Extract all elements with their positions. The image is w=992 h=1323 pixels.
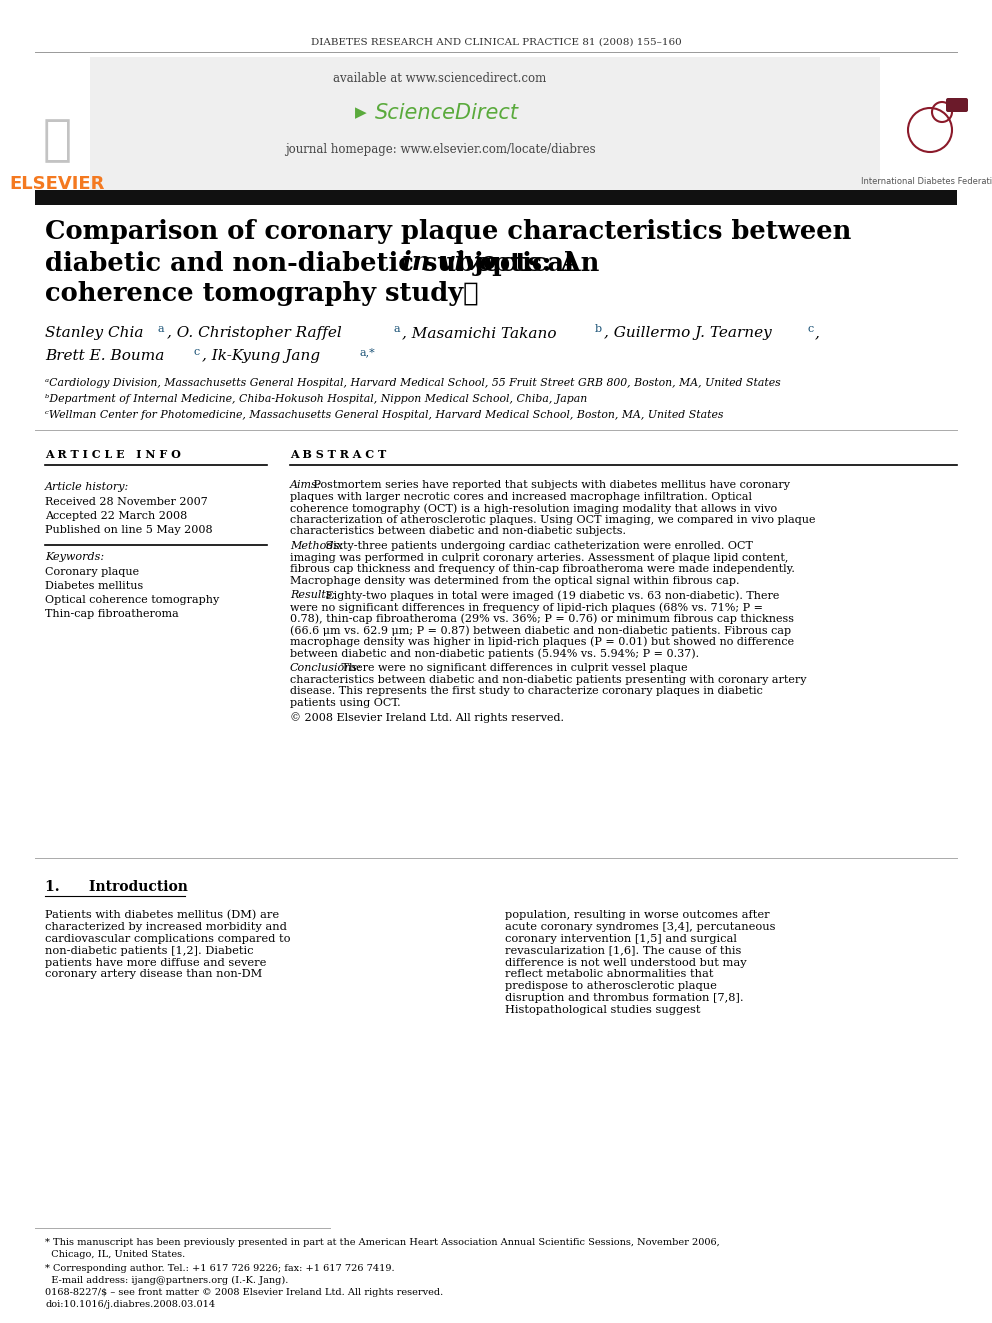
Text: Stanley Chia: Stanley Chia: [45, 325, 144, 340]
Text: coherence tomography study★: coherence tomography study★: [45, 282, 478, 307]
Text: c: c: [807, 324, 813, 333]
Text: Brett E. Bouma: Brett E. Bouma: [45, 349, 165, 363]
Text: non-diabetic patients [1,2]. Diabetic: non-diabetic patients [1,2]. Diabetic: [45, 946, 254, 955]
Text: ᵇDepartment of Internal Medicine, Chiba-Hokusoh Hospital, Nippon Medical School,: ᵇDepartment of Internal Medicine, Chiba-…: [45, 394, 587, 404]
Text: Comparison of coronary plaque characteristics between: Comparison of coronary plaque characteri…: [45, 220, 851, 245]
Text: c: c: [193, 347, 199, 357]
Text: patients using OCT.: patients using OCT.: [290, 697, 401, 708]
Text: Chicago, IL, United States.: Chicago, IL, United States.: [45, 1250, 186, 1259]
Text: in vivo: in vivo: [402, 250, 497, 275]
Text: (66.6 μm vs. 62.9 μm; P = 0.87) between diabetic and non-diabetic patients. Fibr: (66.6 μm vs. 62.9 μm; P = 0.87) between …: [290, 626, 792, 636]
Text: journal homepage: www.elsevier.com/locate/diabres: journal homepage: www.elsevier.com/locat…: [285, 143, 595, 156]
Text: characterization of atherosclerotic plaques. Using OCT imaging, we compared in v: characterization of atherosclerotic plaq…: [290, 515, 815, 525]
Text: a: a: [158, 324, 165, 333]
Text: characteristics between diabetic and non-diabetic patients presenting with coron: characteristics between diabetic and non…: [290, 675, 806, 684]
Text: cardiovascular complications compared to: cardiovascular complications compared to: [45, 934, 291, 943]
Text: Postmortem series have reported that subjects with diabetes mellitus have corona: Postmortem series have reported that sub…: [310, 480, 790, 490]
Text: characteristics between diabetic and non-diabetic subjects.: characteristics between diabetic and non…: [290, 527, 626, 536]
Text: Patients with diabetes mellitus (DM) are: Patients with diabetes mellitus (DM) are: [45, 910, 279, 921]
Text: Article history:: Article history:: [45, 482, 129, 492]
Text: Published on line 5 May 2008: Published on line 5 May 2008: [45, 525, 212, 534]
Text: ▶: ▶: [355, 106, 367, 120]
Text: , O. Christopher Raffel: , O. Christopher Raffel: [167, 325, 342, 340]
FancyBboxPatch shape: [35, 191, 957, 205]
Text: ScienceDirect: ScienceDirect: [375, 103, 519, 123]
Text: Thin-cap fibroatheroma: Thin-cap fibroatheroma: [45, 609, 179, 619]
Text: disease. This represents the first study to characterize coronary plaques in dia: disease. This represents the first study…: [290, 687, 763, 696]
Text: coronary intervention [1,5] and surgical: coronary intervention [1,5] and surgical: [505, 934, 737, 943]
FancyBboxPatch shape: [90, 57, 880, 194]
Text: optical: optical: [466, 250, 574, 275]
Text: imaging was performed in culprit coronary arteries. Assessment of plaque lipid c: imaging was performed in culprit coronar…: [290, 553, 789, 562]
Text: Keywords:: Keywords:: [45, 552, 104, 562]
Text: A R T I C L E   I N F O: A R T I C L E I N F O: [45, 450, 181, 460]
Text: Methods:: Methods:: [290, 541, 343, 550]
Text: predispose to atherosclerotic plaque: predispose to atherosclerotic plaque: [505, 982, 717, 991]
Text: difference is not well understood but may: difference is not well understood but ma…: [505, 958, 747, 967]
Text: , Guillermo J. Tearney: , Guillermo J. Tearney: [604, 325, 772, 340]
Text: coronary artery disease than non-DM: coronary artery disease than non-DM: [45, 970, 262, 979]
Text: 𝕷: 𝕷: [43, 116, 71, 164]
Text: ᶜWellman Center for Photomedicine, Massachusetts General Hospital, Harvard Medic: ᶜWellman Center for Photomedicine, Massa…: [45, 410, 723, 419]
Text: a,*: a,*: [360, 347, 376, 357]
Text: Results:: Results:: [290, 590, 335, 601]
Text: 0.78), thin-cap fibroatheroma (29% vs. 36%; P = 0.76) or minimum fibrous cap thi: 0.78), thin-cap fibroatheroma (29% vs. 3…: [290, 614, 794, 624]
Text: Sixty-three patients undergoing cardiac catheterization were enrolled. OCT: Sixty-three patients undergoing cardiac …: [322, 541, 753, 550]
Text: between diabetic and non-diabetic patients (5.94% vs. 5.94%; P = 0.37).: between diabetic and non-diabetic patien…: [290, 648, 699, 659]
Text: available at www.sciencedirect.com: available at www.sciencedirect.com: [333, 71, 547, 85]
Text: © 2008 Elsevier Ireland Ltd. All rights reserved.: © 2008 Elsevier Ireland Ltd. All rights …: [290, 712, 564, 724]
Text: b: b: [595, 324, 602, 333]
Text: ,: ,: [815, 325, 819, 340]
Text: Aims:: Aims:: [290, 480, 321, 490]
Text: Coronary plaque: Coronary plaque: [45, 568, 139, 577]
Text: , Masamichi Takano: , Masamichi Takano: [402, 325, 557, 340]
Text: 1.      Introduction: 1. Introduction: [45, 880, 187, 894]
Text: patients have more diffuse and severe: patients have more diffuse and severe: [45, 958, 267, 967]
Text: There were no significant differences in culprit vessel plaque: There were no significant differences in…: [338, 663, 687, 673]
Text: Optical coherence tomography: Optical coherence tomography: [45, 595, 219, 605]
Text: doi:10.1016/j.diabres.2008.03.014: doi:10.1016/j.diabres.2008.03.014: [45, 1301, 215, 1308]
Text: were no significant differences in frequency of lipid-rich plaques (68% vs. 71%;: were no significant differences in frequ…: [290, 602, 763, 613]
Text: E-mail address: ijang@partners.org (I.-K. Jang).: E-mail address: ijang@partners.org (I.-K…: [45, 1275, 289, 1285]
Text: * Corresponding author. Tel.: +1 617 726 9226; fax: +1 617 726 7419.: * Corresponding author. Tel.: +1 617 726…: [45, 1263, 395, 1273]
Text: plaques with larger necrotic cores and increased macrophage infiltration. Optica: plaques with larger necrotic cores and i…: [290, 492, 752, 501]
Text: acute coronary syndromes [3,4], percutaneous: acute coronary syndromes [3,4], percutan…: [505, 922, 776, 931]
Text: Accepted 22 March 2008: Accepted 22 March 2008: [45, 511, 187, 521]
Text: ᵃCardiology Division, Massachusetts General Hospital, Harvard Medical School, 55: ᵃCardiology Division, Massachusetts Gene…: [45, 378, 781, 388]
Text: Conclusions:: Conclusions:: [290, 663, 362, 673]
FancyBboxPatch shape: [946, 98, 968, 112]
Text: Eighty-two plaques in total were imaged (19 diabetic vs. 63 non-diabetic). There: Eighty-two plaques in total were imaged …: [322, 590, 780, 601]
Text: Histopathological studies suggest: Histopathological studies suggest: [505, 1005, 700, 1015]
Text: A B S T R A C T: A B S T R A C T: [290, 450, 386, 460]
Text: reflect metabolic abnormalities that: reflect metabolic abnormalities that: [505, 970, 713, 979]
Text: revascularization [1,6]. The cause of this: revascularization [1,6]. The cause of th…: [505, 946, 741, 955]
Text: ELSEVIER: ELSEVIER: [9, 175, 105, 193]
Text: macrophage density was higher in lipid-rich plaques (P = 0.01) but showed no dif: macrophage density was higher in lipid-r…: [290, 636, 795, 647]
Text: characterized by increased morbidity and: characterized by increased morbidity and: [45, 922, 287, 931]
Text: a: a: [393, 324, 400, 333]
Text: coherence tomography (OCT) is a high-resolution imaging modality that allows in : coherence tomography (OCT) is a high-res…: [290, 503, 777, 513]
Text: DIABETES RESEARCH AND CLINICAL PRACTICE 81 (2008) 155–160: DIABETES RESEARCH AND CLINICAL PRACTICE …: [310, 37, 682, 46]
Text: * This manuscript has been previously presented in part at the American Heart As: * This manuscript has been previously pr…: [45, 1238, 720, 1248]
Text: , Ik-Kyung Jang: , Ik-Kyung Jang: [202, 349, 320, 363]
Text: Received 28 November 2007: Received 28 November 2007: [45, 497, 207, 507]
Text: diabetic and non-diabetic subjects: An: diabetic and non-diabetic subjects: An: [45, 250, 608, 275]
Text: Diabetes mellitus: Diabetes mellitus: [45, 581, 143, 591]
Text: disruption and thrombus formation [7,8].: disruption and thrombus formation [7,8].: [505, 994, 744, 1003]
Text: population, resulting in worse outcomes after: population, resulting in worse outcomes …: [505, 910, 770, 919]
Text: fibrous cap thickness and frequency of thin-cap fibroatheroma were made independ: fibrous cap thickness and frequency of t…: [290, 564, 795, 574]
Text: Macrophage density was determined from the optical signal within fibrous cap.: Macrophage density was determined from t…: [290, 576, 739, 586]
Text: 0168-8227/$ – see front matter © 2008 Elsevier Ireland Ltd. All rights reserved.: 0168-8227/$ – see front matter © 2008 El…: [45, 1289, 443, 1297]
Text: International Diabetes Federation: International Diabetes Federation: [861, 177, 992, 187]
